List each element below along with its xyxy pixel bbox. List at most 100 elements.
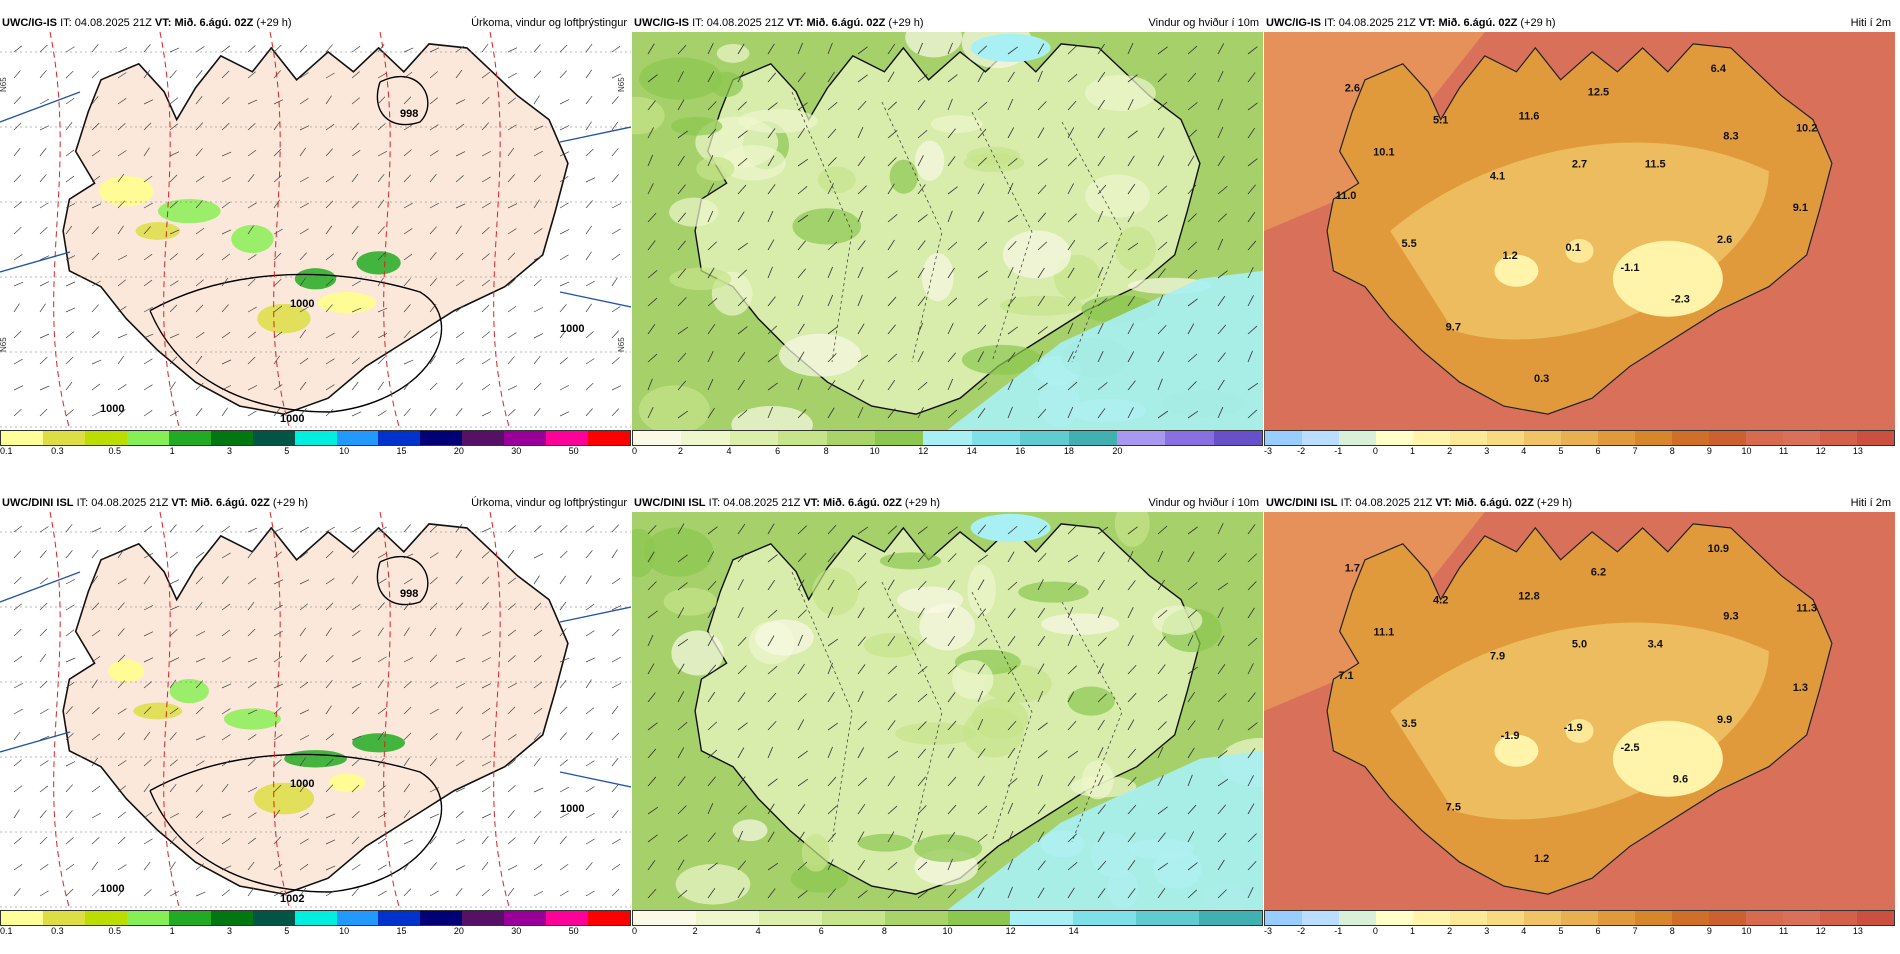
wind-barb: [39, 70, 47, 79]
wind-barb: [585, 358, 595, 365]
wind-barb: [507, 525, 516, 533]
wind-arrow: [1127, 351, 1135, 363]
wind-barb: [169, 732, 177, 741]
wind-barb: [13, 122, 22, 131]
wind-barb: [247, 202, 257, 209]
colorbar-swatch: [633, 911, 696, 925]
wind-barb: [65, 706, 73, 715]
wind-arrow: [1007, 46, 1018, 55]
wind-barb: [585, 838, 595, 845]
wind-barb: [533, 228, 543, 235]
wind-barb: [13, 888, 21, 897]
wind-arrow: [947, 74, 958, 83]
wind-barb: [481, 253, 490, 261]
temperature-value: -1.1: [1620, 262, 1639, 274]
wind-barb: [533, 707, 543, 715]
wind-barb: [13, 837, 22, 845]
wind-arrow: [977, 638, 988, 647]
wind-arrow: [1157, 862, 1169, 871]
wind-barb: [221, 385, 232, 391]
wind-barb: [13, 731, 21, 741]
wind-arrow: [827, 380, 836, 391]
wind-barb: [91, 888, 100, 897]
wind-speed-area: [669, 267, 732, 291]
colorbar-label: 0.1: [0, 926, 13, 936]
wind-arrow: [1247, 663, 1254, 675]
wind-speed-area: [731, 405, 813, 430]
graticule-line: [0, 251, 71, 273]
temperature-value: -1.9: [1501, 730, 1520, 742]
temperature-value: 6.4: [1711, 63, 1727, 75]
colorbar-swatch: [126, 911, 169, 925]
wind-arrow: [767, 406, 773, 419]
wind-arrow: [887, 324, 896, 335]
wind-barb: [169, 304, 178, 313]
wind-arrow: [1097, 860, 1107, 871]
colorbar-swatch: [210, 911, 253, 925]
wind-barb: [429, 71, 438, 79]
wind-arrow: [1007, 665, 1017, 675]
wind-arrow: [1217, 238, 1224, 251]
colorbar-label: -3: [1264, 926, 1273, 936]
wind-barb: [481, 734, 491, 741]
wind-arrow: [1157, 268, 1166, 279]
wind-barb: [481, 358, 491, 365]
wind-barb: [455, 865, 466, 871]
wind-barb: [559, 786, 569, 793]
colorbar: [0, 910, 631, 926]
wind-arrow: [1097, 551, 1105, 563]
temperature-value: 11.6: [1519, 111, 1540, 123]
wind-arrow: [1127, 211, 1135, 223]
wind-barb: [533, 255, 544, 261]
wind-arrow: [1247, 184, 1256, 195]
colorbar-swatch: [1376, 911, 1413, 925]
wind-barb: [351, 759, 360, 767]
wind-barb: [13, 603, 23, 611]
wind-arrow: [737, 692, 746, 703]
wind-arrow: [1007, 802, 1014, 815]
wind-barb: [429, 202, 439, 209]
wind-barb: [455, 252, 464, 261]
wind-speed-area: [670, 116, 723, 136]
wind-barb: [585, 575, 592, 585]
wind-barb: [247, 681, 257, 689]
wind-arrow: [947, 831, 956, 843]
wind-speed-area: [961, 344, 1043, 375]
wind-arrow: [1247, 158, 1258, 167]
wind-arrow: [1247, 382, 1259, 391]
wind-arrow: [1247, 581, 1257, 591]
wind-arrow: [827, 353, 837, 363]
wind-barb: [273, 199, 281, 209]
colorbar-label: 3: [1484, 926, 1490, 936]
wind-arrow: [1067, 554, 1079, 563]
wind-arrow: [1007, 267, 1014, 279]
wind-arrow: [857, 803, 866, 815]
wind-barb: [611, 277, 618, 287]
wind-arrow: [797, 831, 805, 843]
wind-barb: [403, 578, 413, 585]
temperature-value: 3.4: [1648, 638, 1664, 650]
vt-label: VT:: [803, 497, 820, 509]
isobar-label: 1000: [100, 883, 124, 895]
wind-barb: [585, 251, 592, 261]
wind-arrow: [647, 407, 654, 419]
wind-barb: [455, 888, 463, 897]
wind-arrow: [737, 579, 744, 591]
wind-barb: [273, 655, 283, 663]
wind-barb: [39, 385, 50, 391]
wind-arrow: [1157, 101, 1168, 111]
wind-arrow: [947, 804, 957, 815]
wind-barb: [611, 757, 619, 767]
wind-arrow: [1067, 296, 1076, 307]
wind-barb: [195, 657, 206, 663]
wind-arrow: [737, 379, 745, 391]
wind-barb: [507, 47, 518, 53]
wind-barb: [533, 553, 544, 559]
wind-barb: [325, 123, 335, 131]
wind-arrow: [1217, 43, 1225, 55]
wind-arrow: [1157, 579, 1166, 591]
wind-barb: [117, 760, 127, 767]
wind-arrow: [797, 693, 807, 703]
wind-barb: [585, 69, 593, 79]
wind-barb: [455, 576, 463, 585]
